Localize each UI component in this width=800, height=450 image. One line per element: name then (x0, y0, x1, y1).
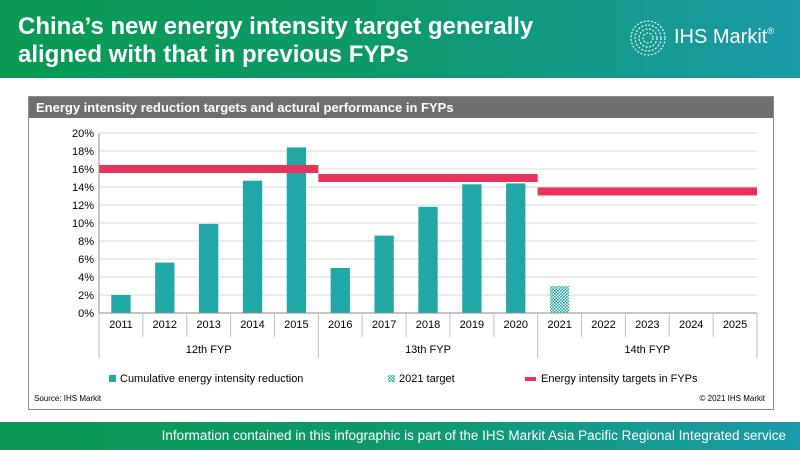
bar-chart: 0% 2% 4% 6% 8% 10% 12% 14% 16% 18% 20% 2011 2012 2013… (34, 128, 766, 403)
y-tick-label: 20% (72, 128, 94, 140)
footer-text: Information contained in this infographi… (161, 428, 786, 443)
legend-swatch-fyp-targets (525, 377, 536, 381)
bar-2016 (330, 268, 350, 313)
chart-panel: Energy intensity reduction targets and a… (28, 96, 774, 410)
fyp-group-label: 12th FYP (186, 344, 232, 356)
y-tick-label: 6% (78, 254, 94, 266)
y-tick-label: 18% (72, 146, 94, 158)
fyp-group-label: 13th FYP (405, 344, 451, 356)
copyright-note: © 2021 IHS Markit (700, 394, 766, 403)
logo-swirl-icon (630, 20, 666, 56)
y-tick-label: 16% (72, 164, 94, 176)
bar-2014 (242, 180, 263, 313)
legend-label-fyp-targets: Energy intensity targets in FYPs (541, 373, 698, 385)
logo-text: IHS Markit (674, 26, 768, 48)
chart-title: Energy intensity reduction targets and a… (29, 97, 773, 118)
y-tick-label: 0% (78, 308, 94, 320)
y-tick-label: 8% (78, 236, 94, 248)
y-tick-label: 14% (72, 182, 94, 194)
y-tick-label: 2% (78, 290, 94, 302)
x-tick-label: 2022 (591, 319, 615, 331)
bar-2012 (155, 262, 175, 313)
bar-2011 (111, 295, 131, 313)
bar-2018 (418, 206, 438, 313)
legend-swatch-cumulative (109, 375, 116, 382)
x-tick-label: 2020 (503, 319, 527, 331)
x-tick-label: 2019 (460, 319, 484, 331)
legend-label-cumulative: Cumulative energy intensity reduction (120, 373, 303, 385)
x-tick-label: 2017 (372, 319, 396, 331)
bar-2015 (286, 147, 307, 313)
fyp-target-line (537, 187, 757, 196)
x-tick-label: 2018 (416, 319, 440, 331)
x-tick-label: 2012 (153, 319, 177, 331)
bar-2020 (506, 183, 526, 313)
footer-banner: Information contained in this infographi… (0, 422, 800, 450)
x-tick-label: 2011 (109, 319, 133, 331)
fyp-group-label: 14th FYP (624, 344, 670, 356)
fyp-target-line (318, 174, 538, 182)
x-tick-label: 2016 (328, 319, 352, 331)
fyp-target-line (99, 165, 319, 173)
y-tick-label: 12% (72, 200, 94, 212)
ihs-markit-logo: IHS Markit® (628, 18, 788, 58)
legend-label-2021-target: 2021 target (399, 373, 455, 385)
bar-2019 (462, 184, 482, 313)
x-tick-label: 2023 (635, 319, 659, 331)
x-tick-label: 2015 (284, 319, 308, 331)
y-tick-label: 10% (72, 218, 94, 230)
logo-registered-mark: ® (767, 26, 774, 36)
target-bar-2021 (549, 286, 570, 313)
x-tick-label: 2021 (547, 319, 571, 331)
y-tick-label: 4% (78, 272, 94, 284)
x-tick-label: 2014 (240, 319, 264, 331)
bar-2017 (374, 235, 394, 313)
x-tick-label: 2025 (723, 319, 747, 331)
page-title: China’s new energy intensity target gene… (18, 13, 534, 68)
bar-2013 (199, 223, 219, 313)
x-tick-label: 2013 (196, 319, 220, 331)
source-note: Source: IHS Markit (34, 394, 102, 403)
x-tick-label: 2024 (679, 319, 703, 331)
header-banner: China’s new energy intensity target gene… (0, 0, 800, 78)
legend-swatch-2021-target (388, 375, 395, 382)
